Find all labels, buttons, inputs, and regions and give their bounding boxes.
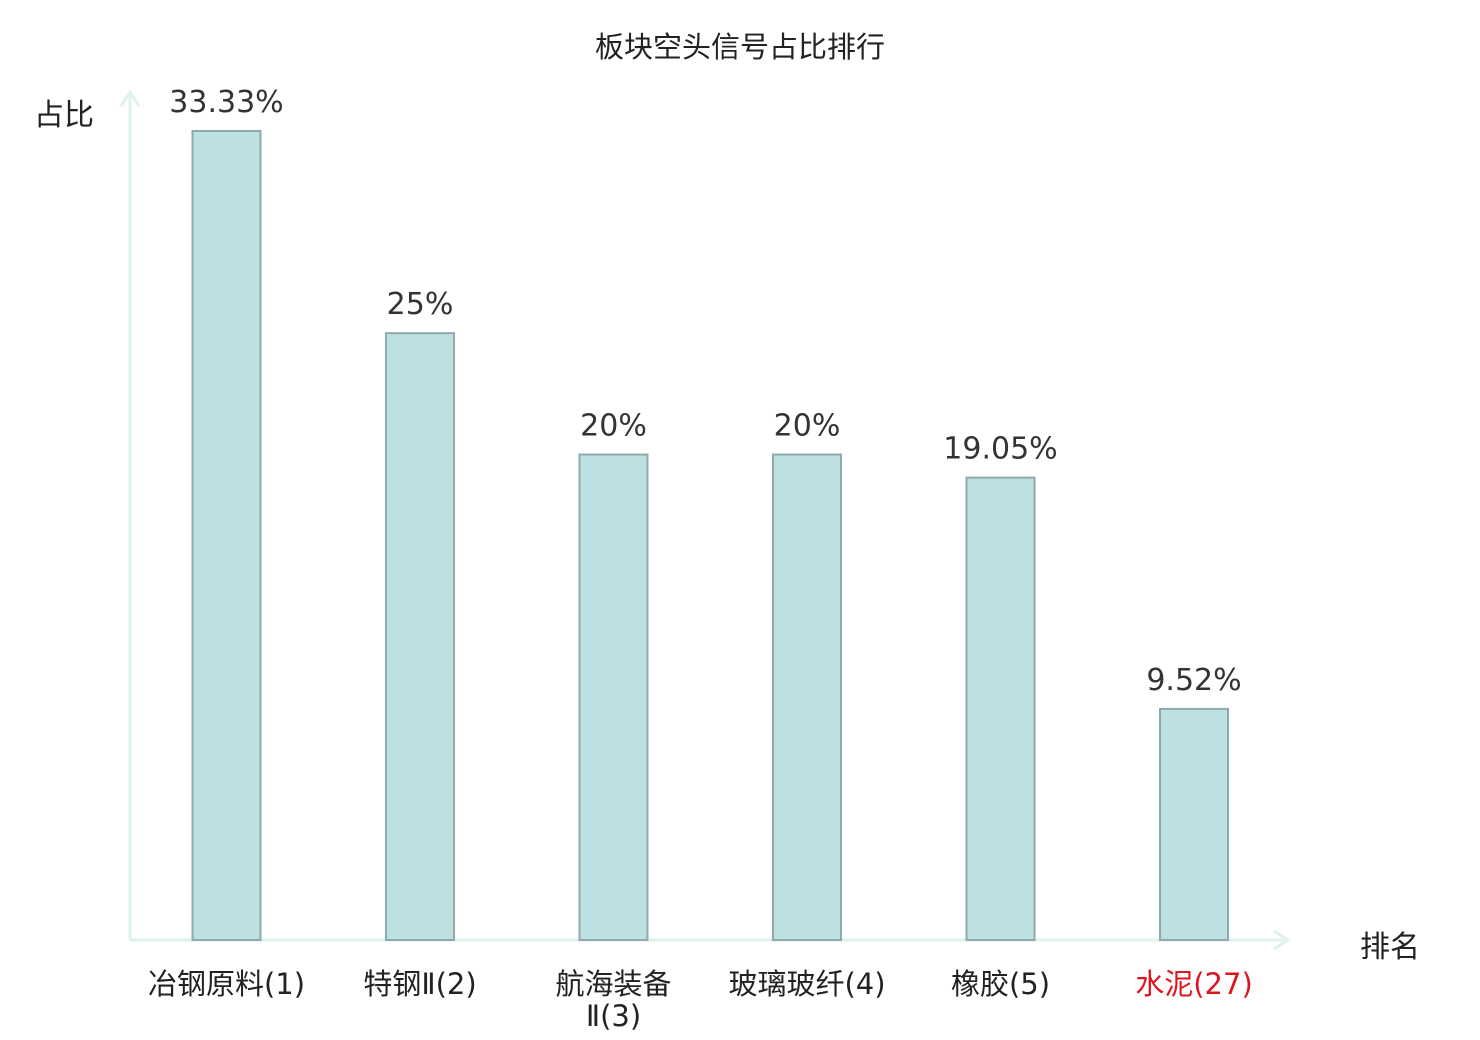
bar-value-label: 9.52% [1146, 663, 1241, 698]
bar-value-label: 25% [387, 287, 454, 322]
chart-title: 板块空头信号占比排行 [594, 30, 885, 64]
category-label-line: 航海装备 [555, 967, 672, 1001]
category-label: 玻璃玻纤(4) [707, 968, 907, 1000]
x-axis-arrow [1273, 929, 1291, 951]
bar [772, 453, 842, 941]
bar [191, 130, 262, 941]
bar [965, 476, 1036, 941]
category-label-line: 橡胶(5) [950, 967, 1051, 1001]
x-axis-label: 排名 [1360, 930, 1420, 965]
category-label-line: 水泥(27) [1135, 967, 1253, 1001]
category-label: 航海装备 Ⅱ(3) [514, 968, 714, 1032]
bar [385, 332, 455, 941]
category-label-line: 冶钢原料(1) [147, 967, 306, 1001]
bar-value-label: 20% [774, 409, 841, 444]
category-label: 特钢Ⅱ(2) [320, 968, 520, 1000]
category-label: 冶钢原料(1) [127, 968, 327, 1000]
bar-value-label: 20% [580, 409, 647, 444]
category-label-line: Ⅱ(3) [585, 999, 642, 1033]
category-label: 水泥(27) [1094, 968, 1294, 1000]
category-label-line: 特钢Ⅱ(2) [363, 967, 477, 1001]
bar-value-label: 19.05% [943, 432, 1057, 467]
y-axis-arrow [119, 89, 141, 107]
category-label: 橡胶(5) [901, 968, 1101, 1000]
bar-value-label: 33.33% [169, 85, 283, 120]
y-axis-label: 占比 [34, 98, 94, 133]
bar [1159, 707, 1229, 942]
bar [578, 453, 649, 941]
category-label-line: 玻璃玻纤(4) [728, 967, 886, 1001]
